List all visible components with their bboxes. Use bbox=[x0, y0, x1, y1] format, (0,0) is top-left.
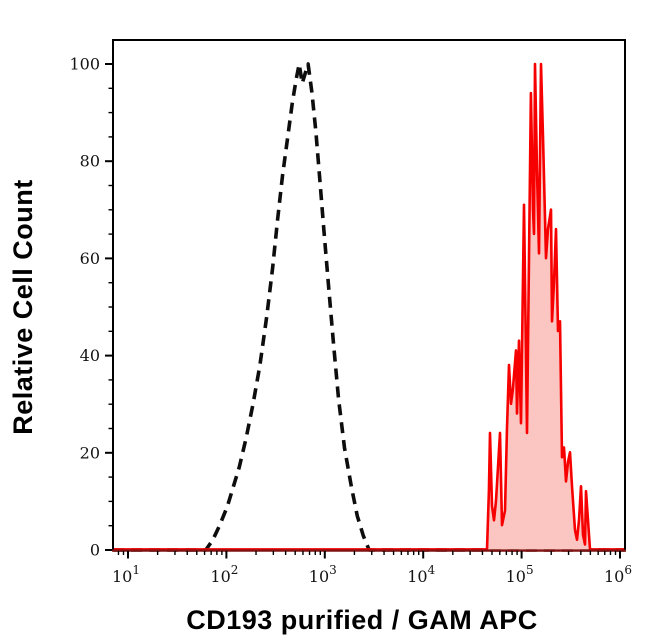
x-tick-label: 101 bbox=[112, 563, 140, 586]
axes-layer: 101 102 103 104 105 106 0 20 40 60 80 100 bbox=[69, 39, 632, 586]
x-tick-label: 105 bbox=[506, 563, 534, 586]
stained-histogram-curve bbox=[113, 62, 625, 551]
stained-histogram-fill bbox=[113, 64, 625, 550]
x-tick-label: 106 bbox=[604, 563, 632, 586]
control-histogram-dashed-curve bbox=[113, 62, 625, 552]
y-tick-label: 60 bbox=[80, 249, 100, 268]
series-layer bbox=[113, 62, 625, 552]
y-tick-label: 20 bbox=[80, 443, 100, 462]
x-tick-label: 102 bbox=[210, 563, 238, 586]
x-tick-label: 104 bbox=[407, 563, 435, 586]
y-tick-label: 100 bbox=[69, 55, 100, 74]
y-axis-label: Relative Cell Count bbox=[8, 179, 38, 435]
x-axis-label: CD193 purified / GAM APC bbox=[186, 605, 538, 635]
y-tick-label: 80 bbox=[80, 152, 100, 171]
x-tick-label: 103 bbox=[309, 563, 337, 586]
y-tick-label: 40 bbox=[80, 346, 100, 365]
y-tick-label: 0 bbox=[90, 541, 100, 560]
